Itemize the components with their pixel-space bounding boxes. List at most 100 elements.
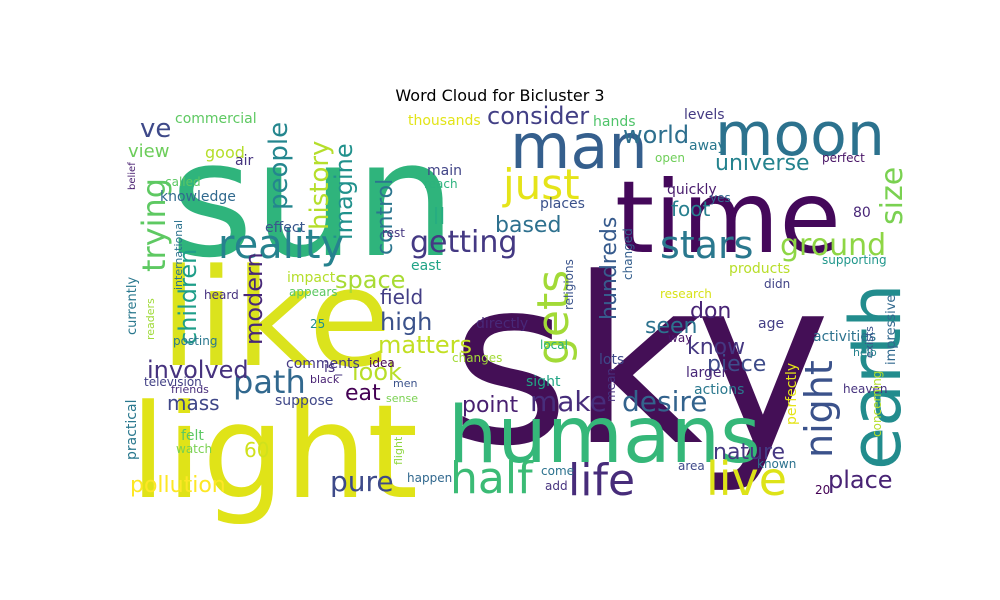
word-is-: is_	[324, 360, 343, 376]
word-area: area	[678, 459, 705, 473]
word-practical: practical	[124, 400, 140, 460]
word-25: 25	[310, 317, 325, 331]
word-universe: universe	[715, 151, 810, 176]
chart-title: Word Cloud for Bicluster 3	[395, 86, 605, 105]
word-commercial: commercial	[175, 111, 257, 127]
word-away: away	[689, 138, 726, 154]
word-look: look	[352, 358, 402, 386]
word-moon: moon	[715, 100, 885, 170]
word-happen: happen	[407, 471, 452, 485]
word-world: world	[623, 121, 689, 149]
word-didn: didn	[764, 277, 790, 291]
word-idea: idea	[369, 356, 395, 370]
word-currently: currently	[125, 276, 140, 335]
word-perfect: perfect	[822, 151, 865, 165]
word-time: time	[615, 159, 841, 276]
word-reach: reach	[424, 177, 458, 191]
word-rest: rest	[382, 226, 405, 240]
word-pure: pure	[330, 465, 394, 498]
word-flight: flight	[392, 436, 405, 465]
word-gets: gets	[528, 270, 579, 365]
word-path: path	[233, 363, 306, 401]
word-effect: effect	[265, 220, 306, 236]
word-impact: impact	[287, 270, 336, 286]
word-help: help	[853, 346, 877, 359]
word-mean: mean	[604, 368, 618, 402]
word-like: like	[160, 240, 391, 397]
word-knowledge: knowledge	[160, 189, 236, 205]
word-field: field	[380, 285, 423, 309]
word-light: light	[130, 376, 418, 528]
word-people: people	[264, 122, 294, 210]
word-reality: reality	[218, 222, 344, 268]
word-main: main	[427, 163, 462, 179]
word-pollution: pollution	[130, 473, 226, 498]
word-just: just	[502, 160, 580, 209]
word-belief: belief	[127, 162, 138, 190]
word-60: 60	[244, 438, 269, 462]
word-heaven: heaven	[843, 382, 887, 396]
word-concerning: concerning	[870, 371, 884, 437]
word-sun: sun	[170, 106, 456, 293]
word-exists: exists	[863, 326, 876, 358]
word-foot: foot	[671, 197, 711, 221]
word-getting: getting	[410, 225, 517, 260]
word-international: international	[172, 220, 185, 290]
word-humans: humans	[448, 391, 761, 481]
word-control: control	[373, 179, 398, 255]
word-men: men	[393, 377, 417, 390]
word-felt: felt	[181, 428, 204, 444]
word-posting: posting	[173, 334, 217, 348]
word-point: point	[462, 393, 518, 418]
word-larger: larger	[686, 365, 727, 381]
word-quickly: quickly	[667, 182, 717, 198]
word-based: based	[495, 213, 561, 238]
word-open: open	[655, 151, 685, 165]
word-children: children	[174, 249, 202, 345]
word-view: view	[128, 141, 169, 162]
word-levels: levels	[684, 107, 725, 123]
word-desire: desire	[622, 385, 708, 418]
word-way: way	[668, 331, 692, 345]
word-changed: changed	[621, 228, 635, 280]
word-supporting: supporting	[822, 253, 887, 267]
word-heard: heard	[204, 288, 239, 302]
word-sense: sense	[386, 392, 418, 405]
word-come: come	[541, 464, 574, 478]
word-religions: religions	[562, 259, 576, 310]
word-ve: ve	[140, 114, 171, 144]
word-80: 80	[853, 205, 871, 221]
word-high: high	[380, 308, 432, 336]
word-make: make	[530, 385, 607, 418]
word-air: air	[235, 153, 253, 169]
word-add: add	[545, 479, 568, 493]
word-local: local	[540, 338, 568, 352]
word-readers: readers	[144, 298, 157, 340]
word-places: places	[540, 196, 585, 212]
word-trying: trying	[135, 178, 173, 272]
word-ll: ll	[433, 205, 445, 230]
word-directly: directly	[476, 316, 528, 332]
word-known: known	[757, 457, 796, 471]
word-modern: modern	[240, 252, 268, 345]
word-age: age	[758, 316, 784, 332]
word-hands: hands	[593, 114, 636, 130]
word-space: space	[335, 266, 405, 294]
word-ground: ground	[780, 228, 886, 263]
word-involved: involved	[147, 356, 249, 384]
word-lots: lots	[599, 352, 624, 368]
word-television: television	[144, 375, 202, 389]
word-products: products	[729, 261, 790, 277]
word-friends: friends	[171, 383, 209, 396]
word-nature: nature	[713, 440, 785, 465]
word-stars: stars	[660, 223, 753, 267]
word-size: size	[875, 167, 910, 225]
word-actions: actions	[694, 382, 744, 398]
word-hundreds: hundreds	[597, 217, 622, 320]
word-night: night	[797, 360, 841, 458]
word-half: half	[450, 453, 534, 504]
word-place: place	[828, 466, 893, 494]
word-know: know	[687, 335, 745, 360]
word-yes: yes	[710, 191, 731, 205]
